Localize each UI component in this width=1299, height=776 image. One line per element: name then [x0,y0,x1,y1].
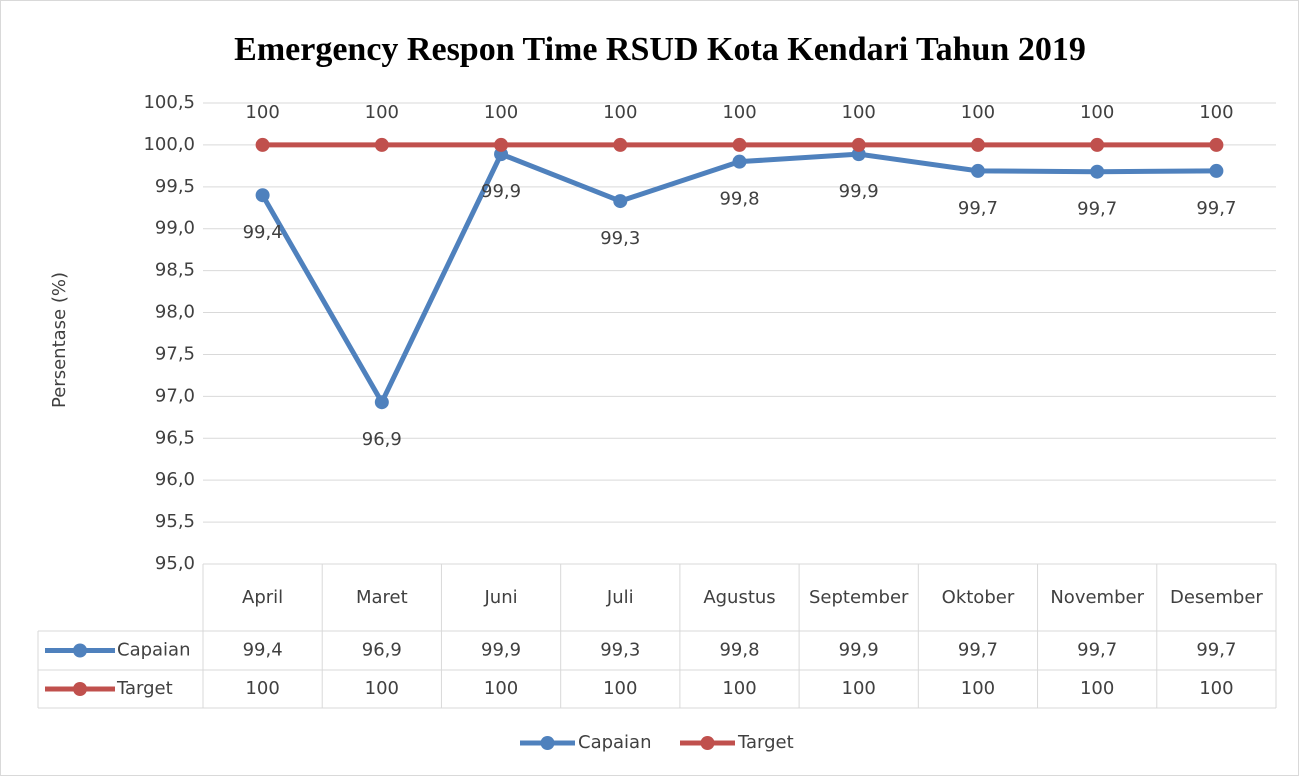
series-marker [1090,137,1105,152]
y-tick-label: 99,0 [155,218,195,239]
series-marker [374,395,389,410]
data-label: 96,9 [362,429,402,450]
data-label: 100 [365,102,399,123]
y-axis-label: Persentase (%) [49,272,70,408]
x-tick-label: Oktober [942,587,1015,608]
legend-marker [540,736,555,750]
legend-marker [73,682,87,696]
legend-marker [73,643,87,658]
table-value: 100 [1080,678,1114,699]
data-label: 99,9 [481,181,521,202]
table-value: 100 [484,678,518,699]
table-value: 99,8 [719,640,759,661]
y-tick-label: 100,0 [143,134,195,155]
data-label: 99,3 [600,228,640,249]
data-label: 100 [961,102,995,123]
x-tick-label: Maret [356,587,408,608]
y-tick-label: 97,5 [155,343,195,364]
series-marker [1209,137,1224,152]
table-value: 99,7 [958,640,998,661]
data-label: 100 [603,102,637,123]
data-label: 100 [484,102,518,123]
y-tick-label: 98,0 [155,302,195,323]
series-marker [255,137,270,152]
data-label: 99,7 [1196,198,1236,219]
data-label: 99,4 [243,222,283,243]
legend-label: Target [737,732,794,753]
x-tick-label: April [242,587,283,608]
chart-title: Emergency Respon Time RSUD Kota Kendari … [234,31,1086,68]
legend-label: Capaian [578,732,652,753]
data-label: 99,8 [719,189,759,210]
legend-marker [700,736,715,750]
table-value: 100 [603,678,637,699]
table-value: 100 [1199,678,1233,699]
y-tick-label: 98,5 [155,260,195,281]
series-marker [732,137,747,152]
series-marker [374,137,389,152]
data-label: 100 [722,102,756,123]
x-tick-label: Desember [1170,587,1263,608]
series-marker [613,137,628,152]
y-tick-label: 97,0 [155,385,195,406]
table-value: 99,4 [243,640,283,661]
table-value: 100 [842,678,876,699]
x-tick-label: Agustus [703,587,775,608]
x-tick-label: November [1050,587,1144,608]
y-tick-label: 96,0 [155,469,195,490]
data-label: 100 [1080,102,1114,123]
series-marker [970,163,985,178]
series-marker [255,188,270,203]
table-series-name: Target [116,678,173,699]
data-label: 99,7 [958,198,998,219]
series-marker [613,194,628,209]
table-value: 100 [365,678,399,699]
y-tick-label: 96,5 [155,427,195,448]
data-label: 99,9 [839,181,879,202]
x-tick-label: September [809,587,909,608]
table-value: 99,7 [1077,640,1117,661]
table-value: 100 [961,678,995,699]
table-value: 100 [722,678,756,699]
data-label: 100 [842,102,876,123]
series-marker [732,154,747,169]
data-label: 100 [1199,102,1233,123]
table-value: 99,7 [1196,640,1236,661]
table-value: 100 [245,678,279,699]
table-value: 96,9 [362,640,402,661]
y-tick-label: 100,5 [143,92,195,113]
data-label: 99,7 [1077,199,1117,220]
x-tick-label: Juli [606,587,634,608]
series-marker [494,137,509,152]
series-marker [970,137,985,152]
y-tick-label: 95,0 [155,553,195,574]
series-marker [851,137,866,152]
table-series-name: Capaian [117,640,191,661]
y-tick-label: 95,5 [155,511,195,532]
series-marker [1090,164,1105,179]
table-value: 99,9 [481,640,521,661]
series-marker [1209,163,1224,178]
data-label: 100 [245,102,279,123]
table-value: 99,3 [600,640,640,661]
table-value: 99,9 [839,640,879,661]
y-tick-label: 99,5 [155,176,195,197]
x-tick-label: Juni [483,587,517,608]
